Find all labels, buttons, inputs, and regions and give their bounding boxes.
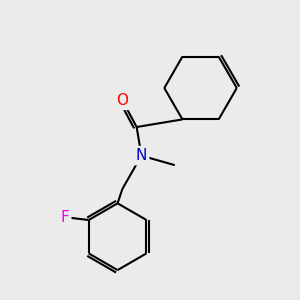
Text: O: O [116, 93, 128, 108]
Text: F: F [60, 210, 69, 225]
Text: N: N [136, 148, 147, 163]
